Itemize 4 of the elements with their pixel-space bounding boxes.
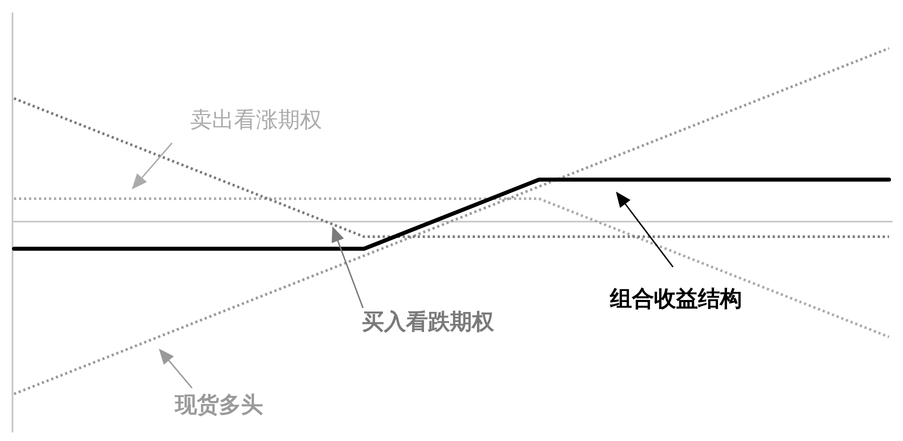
- legend-label: 现货多头: [174, 393, 263, 418]
- text: 买入看跌期权: [362, 310, 495, 335]
- text: 卖出看涨期权: [190, 108, 322, 133]
- text: 组合收益结构: [609, 287, 742, 312]
